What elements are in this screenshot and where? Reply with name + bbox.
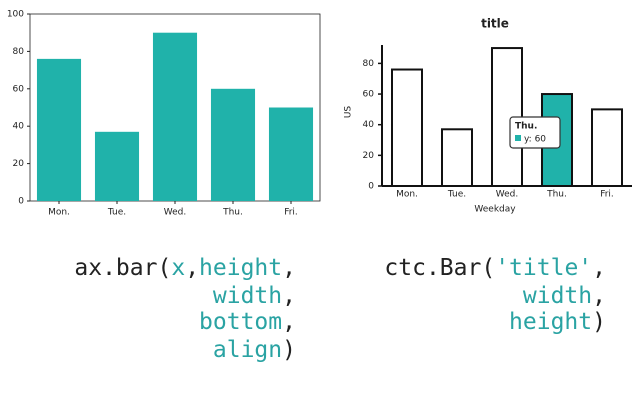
bar [36,58,82,201]
code-token: , [282,255,296,281]
code-token: , [282,309,296,335]
code-token: , [592,255,606,281]
x-tick-label: Tue. [447,190,466,200]
y-tick-label: 0 [18,197,24,207]
code-line: width, [213,283,296,309]
y-tick-label: 60 [363,90,375,100]
code-line: bottom, [199,309,296,335]
code-token: ctc.Bar( [384,255,495,281]
bar [391,68,423,187]
code-line: align) [213,337,296,363]
code-token: height [199,255,282,281]
code-token: , [185,255,199,281]
code-line: width, [523,283,606,309]
y-tick-label: 20 [13,159,25,169]
bar [210,88,256,201]
tooltip-label: y: 60 [524,135,546,145]
y-tick-label: 100 [7,10,24,20]
code-token: width [213,283,282,309]
code-token: align [213,337,282,363]
code-token: , [282,283,296,309]
y-tick-label: 80 [13,47,25,57]
x-tick-label: Wed. [164,208,186,218]
y-tick-label: 80 [363,59,375,69]
code-token: ax.bar( [74,255,171,281]
tooltip-box [509,116,561,149]
x-tick-label: Fri. [600,190,614,200]
code-line: ax.bar(x,height, [74,255,296,281]
code-token: x [171,255,185,281]
code-token: 'title' [495,255,592,281]
x-axis-label: Weekday [474,205,516,215]
bar [441,128,473,187]
code-token: bottom [199,309,282,335]
code-line: height) [509,309,606,335]
chart-title: title [481,17,509,31]
x-tick-label: Mon. [48,208,70,218]
bar [94,131,140,201]
code-token: width [523,283,592,309]
x-tick-label: Thu. [222,208,243,218]
code-token: , [592,283,606,309]
x-tick-label: Tue. [107,208,126,218]
tooltip-swatch [515,135,521,141]
y-tick-label: 40 [13,122,25,132]
bar [152,32,198,202]
bar [268,107,314,201]
x-tick-label: Thu. [546,190,567,200]
y-tick-label: 20 [363,151,375,161]
y-axis-label: US [344,106,354,119]
y-tick-label: 40 [363,120,375,130]
y-tick-label: 60 [13,84,25,94]
tooltip-title: Thu. [515,122,537,132]
bar [591,108,623,187]
x-tick-label: Fri. [284,208,298,218]
x-tick-label: Wed. [496,190,518,200]
code-line: ctc.Bar('title', [384,255,606,281]
code-token: ) [282,337,296,363]
y-tick-label: 0 [368,182,374,192]
code-token: ) [592,309,606,335]
x-tick-label: Mon. [396,190,418,200]
code-token: height [509,309,592,335]
